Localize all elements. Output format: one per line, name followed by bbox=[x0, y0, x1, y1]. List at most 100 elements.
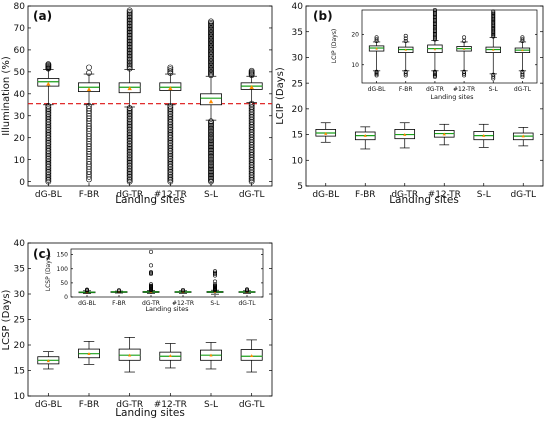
panel-a-outlier bbox=[126, 174, 133, 180]
panel-b-inset-outlier bbox=[432, 26, 437, 31]
panel-a-outlier bbox=[126, 112, 133, 119]
panel-a-outlier bbox=[167, 148, 174, 154]
panel-b-inset-outlier bbox=[432, 31, 437, 36]
panel-a-outlier bbox=[45, 119, 52, 125]
panel-a-outlier bbox=[126, 134, 133, 141]
panel-a-outlier bbox=[126, 133, 133, 140]
panel-a-outlier bbox=[248, 104, 255, 110]
panel-a-outlier bbox=[45, 154, 52, 161]
panel-c-inset-ytick-label: 150 bbox=[57, 252, 69, 259]
panel-b-xtick-label: S-L bbox=[477, 190, 491, 200]
panel-a-outlier bbox=[126, 148, 133, 155]
panel-b-inset-outlier bbox=[432, 19, 437, 24]
panel-c-inset-outlier bbox=[149, 270, 154, 275]
panel-a-outlier bbox=[126, 164, 133, 171]
panel-a-outlier bbox=[126, 141, 133, 147]
panel-a-outlier bbox=[45, 133, 52, 140]
panel-a-outlier bbox=[45, 157, 52, 164]
panel-a-outlier bbox=[126, 64, 133, 70]
panel-a-outlier bbox=[167, 66, 174, 73]
panel-a-frame bbox=[27, 5, 273, 187]
panel-a-outlier bbox=[167, 144, 174, 151]
panel-a-outlier bbox=[126, 10, 133, 17]
panel-a-outlier bbox=[248, 100, 255, 107]
panel-a-outlier bbox=[126, 59, 133, 66]
panel-a-outlier bbox=[208, 165, 214, 172]
panel-a-outlier bbox=[45, 173, 52, 180]
panel-a-outlier bbox=[45, 143, 52, 150]
panel-a-outlier bbox=[167, 162, 174, 169]
panel-a-outlier bbox=[208, 141, 214, 148]
panel-c-ytick-label: 30 bbox=[14, 290, 26, 300]
panel-b-inset-xtick-label: dG-BL bbox=[368, 86, 387, 93]
panel-a-outlier bbox=[208, 130, 214, 136]
panel-a-outlier bbox=[208, 63, 214, 70]
panel-a-outlier bbox=[208, 158, 214, 164]
panel-c-inset-ytick-label: 0 bbox=[64, 294, 68, 301]
panel-a-outlier bbox=[208, 35, 214, 41]
panel-b-inset-outlier bbox=[432, 13, 437, 18]
panel-a-xtick-label: S-L bbox=[204, 190, 218, 200]
panel-a-outlier bbox=[167, 102, 174, 109]
panel-b-inset-outlier bbox=[432, 17, 437, 22]
panel-b-inset-outlier bbox=[374, 70, 379, 75]
panel-a-outlier bbox=[126, 58, 133, 65]
panel-a-outlier bbox=[167, 115, 174, 122]
panel-b-inset-outlier bbox=[432, 12, 437, 17]
panel-a-outlier bbox=[208, 155, 214, 161]
panel-c-ytick-label: 15 bbox=[14, 367, 25, 377]
panel-a-outlier bbox=[45, 106, 52, 113]
panel-a-outlier bbox=[126, 145, 133, 152]
panel-c-inset-outlier bbox=[181, 287, 186, 292]
panel-a-outlier bbox=[167, 152, 174, 159]
panel-a-outlier bbox=[208, 133, 214, 139]
panel-a-outlier bbox=[208, 52, 214, 59]
panel-c-xtick-label: dG-TR bbox=[116, 400, 143, 410]
panel-a-outlier bbox=[45, 135, 52, 142]
panel-b-inset-outlier bbox=[491, 72, 496, 77]
panel-a-outlier bbox=[208, 68, 214, 74]
panel-c-inset-outlier bbox=[213, 271, 218, 276]
panel-a-outlier bbox=[45, 162, 52, 169]
panel-a-outlier bbox=[208, 54, 214, 61]
panel-a-outlier bbox=[167, 114, 174, 121]
panel-b-inset-outlier bbox=[462, 35, 467, 40]
panel-a-outlier bbox=[45, 172, 52, 179]
panel-a-outlier bbox=[208, 124, 214, 131]
panel-a-outlier bbox=[126, 161, 133, 168]
panel-a-outlier bbox=[167, 131, 174, 138]
panel-a-outlier bbox=[45, 167, 52, 174]
panel-a-outlier bbox=[126, 136, 133, 143]
panel-a-outlier bbox=[126, 119, 133, 126]
panel-a-outlier bbox=[208, 156, 214, 163]
panel-b-xtick-label: F-BR bbox=[355, 190, 376, 200]
panel-a-outlier bbox=[208, 19, 214, 26]
panel-a-outlier bbox=[167, 160, 174, 167]
panel-a-outlier bbox=[45, 123, 52, 130]
panel-a-outlier bbox=[126, 37, 133, 44]
panel-c-ytick-label: 10 bbox=[14, 392, 26, 402]
panel-a-outlier bbox=[208, 47, 214, 54]
panel-a-outlier bbox=[45, 112, 52, 119]
panel-a-outlier bbox=[126, 117, 133, 124]
panel-a-label: (a) bbox=[33, 9, 52, 23]
panel-c-inset-xlabel: Landing sites bbox=[145, 305, 189, 313]
panel-b-inset-outlier bbox=[432, 33, 437, 38]
panel-b-inset-outlier bbox=[374, 37, 379, 42]
panel-b-ytick-label: 35 bbox=[292, 28, 303, 38]
panel-a-outlier bbox=[167, 117, 174, 124]
panel-a-outlier bbox=[208, 57, 214, 63]
panel-a-outlier bbox=[208, 159, 214, 166]
panel-a-outlier bbox=[126, 20, 133, 27]
panel-b-ytick-label: 10 bbox=[292, 156, 304, 166]
panel-b-inset-xtick-label: dG-TL bbox=[514, 86, 532, 93]
panel-b-xlabel: Landing sites bbox=[389, 194, 459, 206]
panel-a-outlier bbox=[208, 140, 214, 147]
panel-b-ytick-label: 30 bbox=[292, 54, 304, 64]
panel-b-inset-outlier bbox=[432, 34, 437, 39]
panel-a-outlier bbox=[126, 11, 133, 18]
panel-a-ytick-label: 10 bbox=[14, 156, 26, 166]
panel-a-outlier bbox=[45, 102, 52, 109]
panel-b-inset-outlier bbox=[432, 16, 437, 21]
panel-a-outlier bbox=[208, 153, 214, 160]
